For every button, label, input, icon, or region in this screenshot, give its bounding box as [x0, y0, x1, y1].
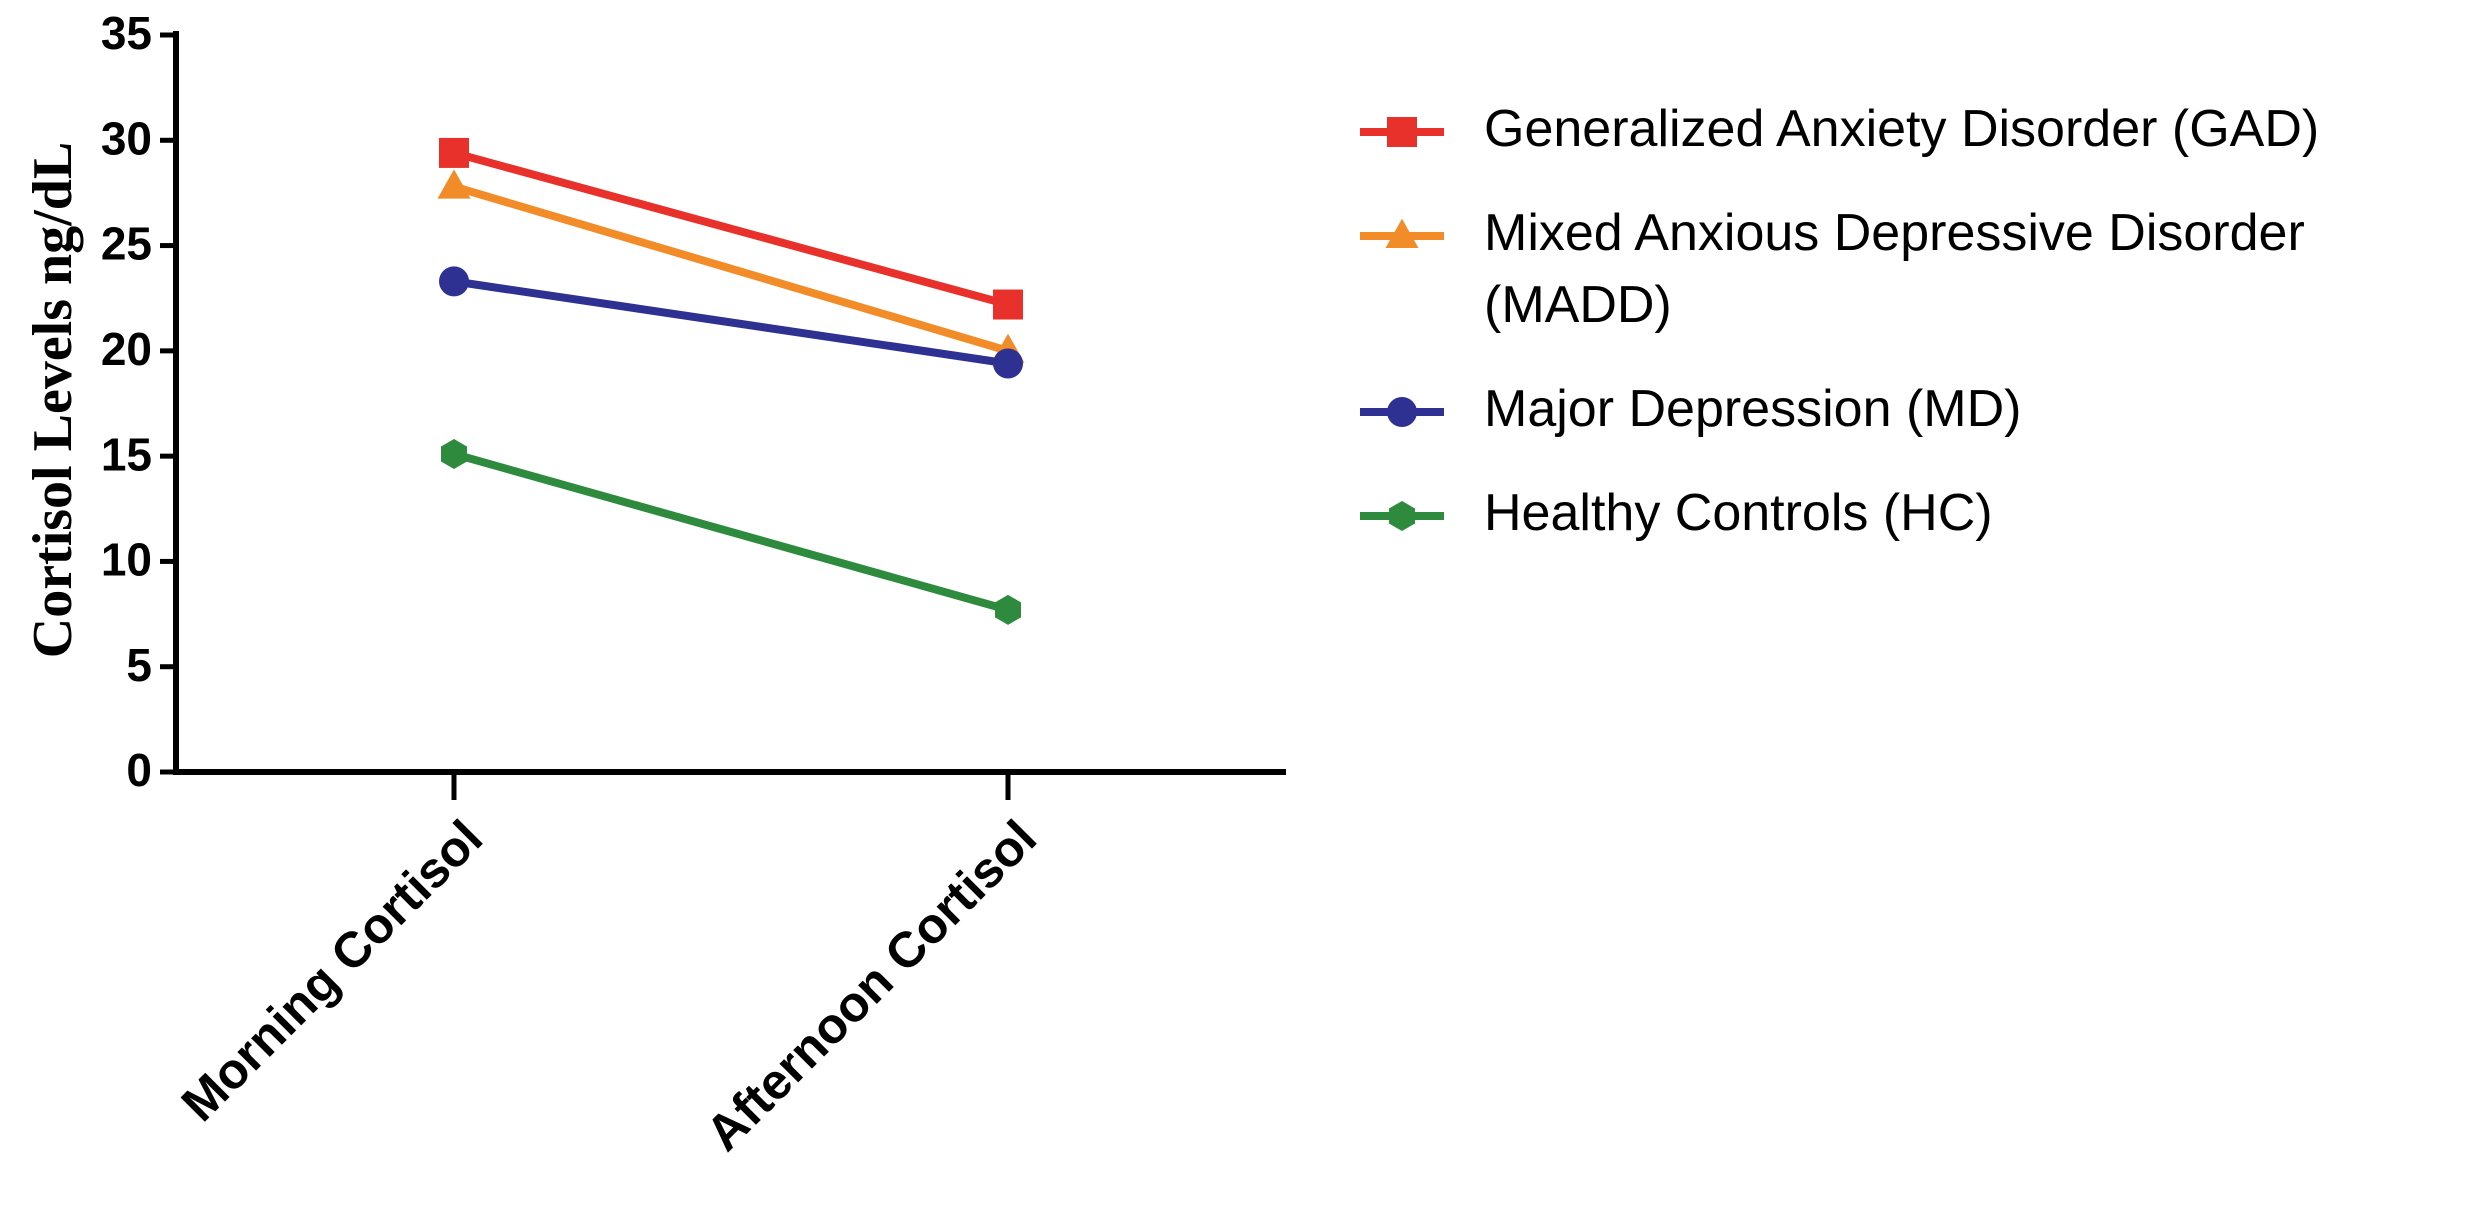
legend-marker — [1389, 501, 1415, 531]
data-point — [993, 289, 1023, 320]
y-tick-label: 15 — [101, 428, 152, 480]
series-line — [453, 277, 1009, 368]
data-point — [439, 266, 469, 297]
data-point — [993, 348, 1023, 379]
y-tick-label: 0 — [126, 744, 152, 796]
y-tick-label: 5 — [126, 639, 152, 691]
x-tick-label: Morning Cortisol — [171, 810, 493, 1132]
legend-label: Mixed Anxious Depressive Disorder (MADD) — [1484, 204, 2319, 334]
y-tick-label: 10 — [101, 534, 152, 586]
y-tick-label: 25 — [101, 218, 152, 270]
data-point — [995, 594, 1021, 625]
legend-marker — [1387, 397, 1417, 427]
series-line — [452, 149, 1010, 309]
data-point — [441, 439, 467, 470]
y-tick-label: 30 — [101, 112, 152, 164]
data-point — [437, 169, 471, 199]
y-axis-label: Cortisol Levels ng/dL — [22, 142, 84, 658]
y-tick-label: 35 — [101, 7, 152, 59]
series-line — [452, 450, 1010, 614]
x-tick-label: Afternoon Cortisol — [695, 810, 1047, 1162]
legend-marker — [1385, 218, 1419, 248]
data-point — [439, 137, 469, 168]
y-tick-label: 20 — [101, 323, 152, 375]
legend-label: Healthy Controls (HC) — [1484, 484, 1993, 542]
legend-label: Generalized Anxiety Disorder (GAD) — [1484, 100, 2319, 158]
series-line — [452, 182, 1010, 355]
legend-label: Major Depression (MD) — [1484, 380, 2021, 438]
legend-marker — [1387, 117, 1417, 147]
